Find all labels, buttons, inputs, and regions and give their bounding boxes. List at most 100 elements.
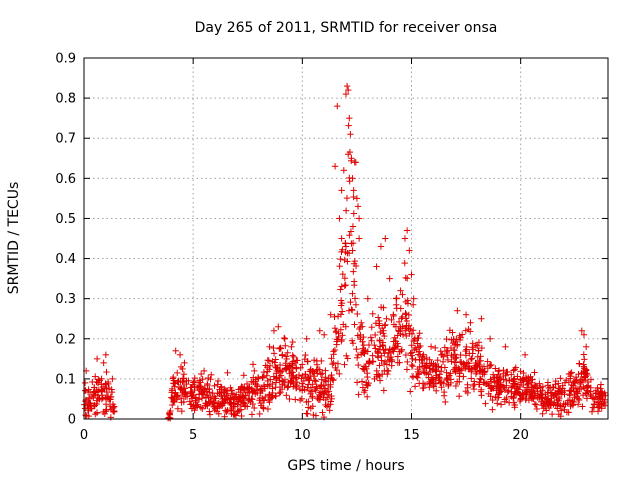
data-point (397, 347, 405, 355)
data-point (422, 370, 430, 377)
data-point (329, 360, 336, 368)
data-point (480, 363, 488, 370)
data-point (395, 328, 403, 335)
data-point (249, 389, 256, 397)
chart-title: Day 265 of 2011, SRMTID for receiver ons… (195, 20, 498, 36)
grid-lines (84, 58, 608, 419)
data-point (528, 395, 536, 402)
data-point (397, 287, 404, 294)
data-point (381, 332, 388, 340)
data-point (345, 249, 353, 257)
data-point (352, 262, 360, 270)
data-point (410, 295, 417, 302)
data-point (313, 366, 320, 374)
data-point (477, 357, 484, 365)
data-point (448, 336, 455, 344)
data-point (508, 371, 515, 378)
data-point (565, 379, 573, 386)
data-point (497, 373, 504, 381)
data-point (244, 388, 252, 396)
data-point (284, 384, 291, 391)
data-point (227, 406, 235, 414)
data-point (406, 330, 413, 337)
data-point (416, 380, 423, 387)
data-point (548, 410, 556, 418)
data-point (426, 384, 433, 391)
data-point (531, 400, 539, 408)
data-point (396, 359, 403, 366)
data-point (85, 406, 92, 414)
data-point (401, 259, 408, 267)
data-point (453, 335, 460, 343)
data-point (264, 405, 272, 413)
data-point (339, 270, 347, 278)
data-point (513, 390, 520, 397)
data-point (317, 382, 325, 389)
data-point (377, 328, 384, 336)
data-point (260, 383, 268, 390)
data-point (224, 387, 231, 395)
data-point (420, 384, 427, 392)
data-point (597, 381, 605, 388)
data-point (476, 367, 483, 375)
data-point (465, 362, 473, 370)
data-point (401, 235, 409, 242)
data-point (93, 355, 101, 363)
data-point (92, 373, 99, 380)
data-point (251, 404, 258, 412)
data-point (338, 337, 345, 345)
data-point (272, 363, 279, 371)
data-point (276, 390, 283, 397)
data-point (486, 335, 494, 342)
data-point (101, 410, 109, 418)
data-point (256, 410, 263, 418)
data-point (322, 374, 329, 381)
data-point (472, 370, 480, 378)
data-point (273, 375, 280, 382)
data-point (376, 336, 383, 344)
data-point (540, 405, 547, 412)
data-point (376, 362, 383, 369)
data-point (289, 352, 296, 359)
data-point (391, 343, 399, 351)
data-point (457, 334, 464, 341)
data-point (444, 356, 452, 364)
data-point (489, 396, 496, 404)
data-point (266, 343, 273, 350)
data-point (230, 391, 238, 398)
data-point (447, 344, 455, 352)
data-point (348, 155, 355, 162)
data-point (277, 388, 284, 396)
data-point (346, 114, 353, 122)
data-point (524, 380, 532, 388)
data-point (568, 369, 575, 376)
data-point (329, 376, 336, 383)
data-point (321, 385, 329, 392)
data-point (272, 392, 280, 400)
data-point (384, 370, 391, 378)
data-point (309, 381, 316, 388)
data-point (460, 373, 467, 380)
data-point (334, 313, 342, 320)
data-point (373, 263, 380, 270)
data-point (502, 343, 509, 350)
data-point (482, 400, 489, 407)
data-point (290, 353, 297, 361)
y-tick-label: 0 (68, 413, 76, 428)
data-point (553, 396, 561, 404)
data-point (292, 396, 299, 403)
data-point (204, 381, 211, 389)
data-point (357, 331, 364, 339)
data-point (110, 403, 117, 411)
data-point (476, 379, 483, 386)
data-point (455, 393, 463, 400)
data-point (582, 366, 590, 373)
data-point (572, 373, 580, 381)
data-point (356, 325, 363, 333)
data-point (312, 387, 319, 394)
data-point (496, 375, 503, 382)
data-point (312, 412, 320, 419)
data-point (334, 360, 342, 367)
data-point (170, 377, 178, 384)
data-point (307, 384, 315, 391)
